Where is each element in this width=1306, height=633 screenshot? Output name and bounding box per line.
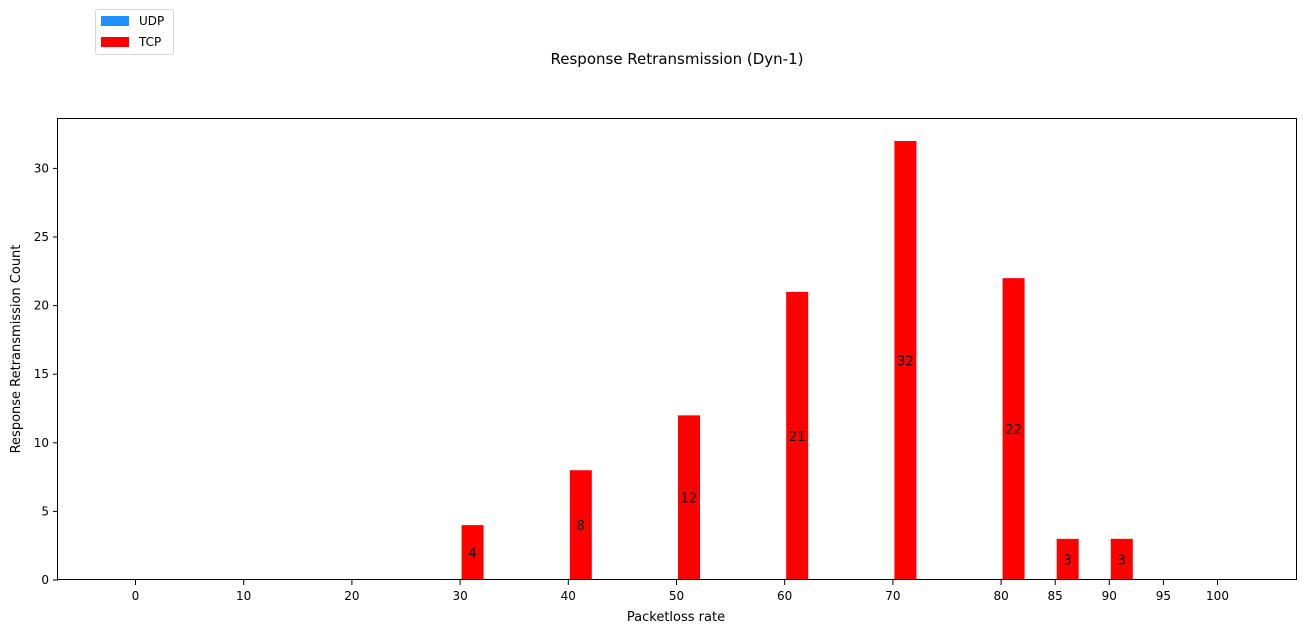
bar-tcp	[786, 291, 809, 580]
x-tick-label: 95	[1156, 589, 1171, 603]
x-tick-label: 10	[236, 589, 251, 603]
bar-value-label: 8	[577, 519, 585, 534]
bar-tcp	[678, 415, 700, 580]
x-tick-label: 20	[344, 589, 359, 603]
bar-value-label: 21	[789, 430, 806, 445]
bar-value-label: 3	[1118, 553, 1126, 568]
bar-value-label: 4	[468, 547, 476, 562]
x-tick-label: 40	[561, 589, 576, 603]
x-tick-label: 70	[885, 589, 900, 603]
bar-tcp	[894, 140, 917, 580]
y-tick-label: 30	[34, 161, 49, 175]
y-axis-label: Response Retransmission Count	[9, 245, 24, 454]
bar-tcp	[1056, 538, 1079, 580]
x-axis-ticks: 0 10 20 30 40 50 60 70 80 85 90 95 100	[132, 580, 1229, 603]
bar-value-label: 32	[897, 354, 914, 369]
bar-tcp	[1002, 278, 1025, 580]
bar-tcp	[461, 525, 484, 580]
legend-label-tcp: TCP	[139, 35, 162, 49]
x-axis-label: Packetloss rate	[627, 610, 725, 625]
x-tick-label: 30	[452, 589, 467, 603]
x-tick-label: 60	[777, 589, 792, 603]
legend-item-tcp: TCP	[101, 34, 161, 50]
bar-value-label: 3	[1064, 553, 1072, 568]
bar-value-label: 22	[1005, 423, 1022, 438]
x-tick-label: 100	[1206, 589, 1229, 603]
y-tick-label: 0	[41, 573, 49, 587]
y-tick-label: 5	[41, 504, 49, 518]
x-tick-label: 90	[1102, 589, 1117, 603]
bar-tcp	[1110, 538, 1133, 580]
y-axis-ticks: 0 5 10 15 20 25 30	[34, 161, 58, 587]
chart-title: Response Retransmission (Dyn-1)	[551, 50, 804, 68]
x-tick-label: 0	[132, 589, 140, 603]
x-tick-label: 80	[993, 589, 1008, 603]
y-tick-label: 15	[34, 367, 49, 381]
x-tick-label: 50	[669, 589, 684, 603]
plot-frame	[57, 118, 1297, 580]
legend-swatch-tcp	[101, 37, 129, 47]
legend-swatch-udp	[101, 16, 129, 26]
legend: UDP TCP	[95, 9, 174, 55]
y-tick-label: 25	[34, 230, 49, 244]
x-tick-label: 85	[1048, 589, 1063, 603]
y-tick-label: 10	[34, 436, 49, 450]
bar-value-label: 12	[681, 492, 698, 507]
bars-group: 4 8 12 21 32 22 3 3	[461, 140, 1133, 580]
y-tick-label: 20	[34, 299, 49, 313]
legend-item-udp: UDP	[101, 13, 164, 29]
legend-label-udp: UDP	[139, 14, 165, 28]
bar-tcp	[569, 470, 592, 580]
